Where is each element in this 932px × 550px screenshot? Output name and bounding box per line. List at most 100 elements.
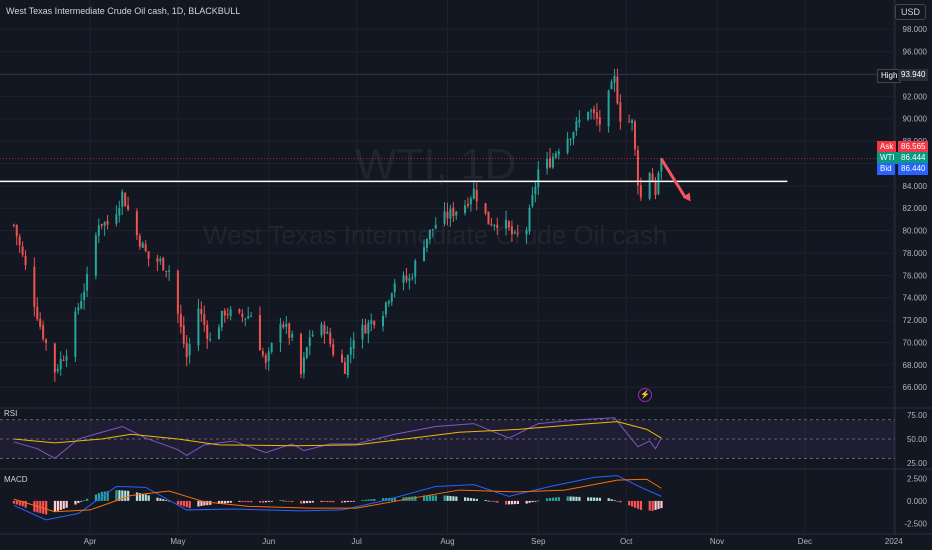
macd-histogram-bar — [595, 497, 599, 501]
macd-histogram-bar — [238, 500, 241, 502]
macd-histogram-bar — [496, 500, 499, 503]
macd-histogram-bar — [434, 495, 437, 501]
macd-histogram-bar — [182, 500, 185, 507]
candle-body — [209, 339, 212, 341]
macd-histogram-bar — [156, 497, 159, 501]
x-tick-label: Aug — [440, 537, 454, 546]
macd-histogram-bar — [267, 500, 270, 502]
macd-histogram-bar — [384, 498, 388, 501]
macd-histogram-bar — [340, 500, 344, 503]
candle-body — [45, 339, 48, 343]
macd-histogram-bar — [525, 500, 528, 504]
candle-body — [42, 325, 45, 340]
macd-histogram-bar — [18, 500, 21, 506]
macd-histogram-bar — [370, 499, 373, 501]
macd-histogram-bar — [466, 497, 470, 501]
candle-body — [244, 318, 247, 320]
candle-body — [443, 211, 446, 224]
candle-body — [367, 322, 370, 334]
candle-body — [598, 117, 601, 125]
candle-body — [531, 194, 534, 207]
macd-histogram-bar — [159, 498, 162, 501]
rsi-title: RSI — [4, 409, 18, 418]
macd-histogram-bar — [569, 496, 572, 501]
x-tick-label: 2024 — [885, 537, 903, 546]
candle-body — [660, 158, 663, 172]
candle-body — [247, 315, 250, 319]
candle-body — [566, 138, 569, 153]
macd-histogram-bar — [115, 490, 118, 501]
macd-histogram-bar — [411, 496, 414, 501]
y-tick-label: 70.000 — [903, 338, 928, 347]
macd-histogram-bar — [270, 500, 273, 502]
rsi-line — [13, 421, 662, 447]
macd-histogram-bar — [554, 497, 558, 501]
x-tick-label: Oct — [620, 537, 633, 546]
candle-body — [651, 173, 654, 183]
macd-tick-label: 2.500 — [907, 474, 928, 483]
candle-body — [86, 274, 89, 291]
price-tag-label: Bid — [877, 163, 895, 176]
macd-histogram-bar — [168, 500, 171, 502]
candle-body — [510, 226, 513, 235]
candle-body — [100, 223, 103, 226]
candle-body — [33, 266, 36, 307]
macd-histogram-bar — [431, 495, 435, 501]
candle-body — [402, 275, 405, 283]
candle-body — [343, 362, 346, 374]
macd-histogram-bar — [484, 500, 487, 501]
macd-line — [13, 478, 662, 513]
macd-histogram-bar — [349, 500, 352, 502]
candle-body — [302, 357, 305, 374]
macd-histogram-bar — [299, 500, 303, 504]
macd-histogram-bar — [250, 500, 253, 503]
symbol-header[interactable]: West Texas Intermediate Crude Oil cash, … — [6, 6, 241, 16]
macd-histogram-bar — [33, 500, 36, 512]
candle-body — [141, 242, 144, 249]
candle-body — [241, 313, 244, 318]
macd-histogram-bar — [628, 500, 631, 506]
macd-histogram-bar — [83, 500, 86, 501]
macd-histogram-bar — [165, 500, 168, 501]
macd-histogram-bar — [490, 500, 493, 502]
macd-histogram-bar — [566, 496, 569, 501]
macd-histogram-bar — [402, 497, 405, 501]
candle-body — [36, 306, 39, 320]
macd-histogram-bar — [62, 500, 65, 509]
candle-body — [261, 351, 264, 356]
macd-histogram-bar — [598, 497, 602, 501]
price-tag-value: 86.565 — [898, 141, 929, 154]
y-tick-label: 72.000 — [903, 316, 928, 325]
candle-body — [220, 311, 223, 328]
macd-histogram-bar — [124, 490, 127, 501]
rsi-tick-label: 75.00 — [907, 411, 928, 420]
candle-body — [39, 318, 42, 327]
price-tag-value: 93.940 — [898, 68, 929, 81]
candle-body — [279, 323, 282, 343]
macd-histogram-bar — [361, 500, 364, 501]
candle-body — [382, 315, 384, 327]
candle-body — [80, 300, 83, 309]
macd-line — [13, 475, 662, 521]
candle-body — [305, 347, 308, 358]
candle-body — [364, 324, 367, 334]
macd-histogram-bar — [200, 500, 203, 506]
candle-body — [434, 224, 437, 229]
macd-histogram-bar — [469, 498, 473, 501]
candle-body — [65, 356, 68, 361]
macd-histogram-bar — [59, 500, 62, 510]
macd-histogram-bar — [311, 500, 314, 503]
lightning-icon[interactable]: ⚡ — [638, 388, 652, 402]
candle-body — [94, 235, 97, 276]
currency-button[interactable]: USD — [894, 4, 926, 20]
candle-body — [197, 308, 200, 346]
macd-histogram-bar — [24, 500, 27, 508]
macd-histogram-bar — [660, 500, 663, 509]
macd-histogram-bar — [510, 500, 514, 505]
macd-histogram-bar — [291, 500, 294, 503]
candle-body — [127, 205, 130, 210]
macd-histogram-bar — [229, 500, 232, 503]
drawing-overlays[interactable] — [0, 74, 895, 202]
candle-body — [636, 150, 639, 186]
